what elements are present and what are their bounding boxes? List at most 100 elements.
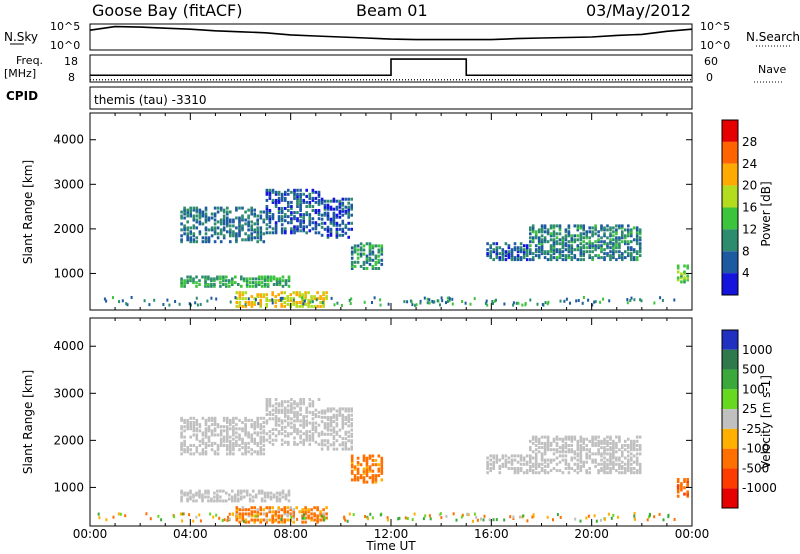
range-cell xyxy=(326,207,330,211)
range-cell xyxy=(609,437,612,441)
range-cell xyxy=(555,250,559,254)
range-cell xyxy=(603,252,606,256)
ground-scatter-cell xyxy=(439,512,442,516)
range-cell xyxy=(251,284,255,288)
range-cell xyxy=(265,299,268,302)
range-cell xyxy=(304,512,307,516)
ground-scatter-cell xyxy=(426,297,429,301)
range-cell xyxy=(510,258,514,262)
range-cell xyxy=(525,250,529,254)
ground-scatter-cell xyxy=(398,516,401,520)
range-cell xyxy=(350,418,353,421)
range-cell xyxy=(332,215,336,219)
range-cell xyxy=(207,416,211,420)
range-cell xyxy=(192,208,196,212)
range-cell xyxy=(268,299,271,302)
range-cell xyxy=(213,499,216,503)
range-cell xyxy=(311,423,315,427)
cpid-label: CPID xyxy=(6,89,38,103)
range-cell xyxy=(234,497,237,501)
range-cell xyxy=(335,221,339,225)
range-cell xyxy=(259,448,263,452)
range-cell xyxy=(226,212,229,216)
range-cell xyxy=(676,488,680,492)
range-cell xyxy=(618,435,621,439)
range-cell xyxy=(284,213,287,217)
range-cell xyxy=(635,242,639,246)
range-cell xyxy=(344,430,348,434)
range-cell xyxy=(231,497,234,501)
range-cell xyxy=(332,211,336,215)
range-cell xyxy=(350,213,353,217)
range-cell xyxy=(537,256,541,260)
range-cell xyxy=(247,224,250,228)
range-cell xyxy=(615,462,618,466)
range-cell xyxy=(248,284,252,288)
range-cell xyxy=(513,242,517,246)
range-cell xyxy=(301,304,304,308)
range-cell xyxy=(183,441,186,445)
range-cell xyxy=(280,215,284,219)
range-cell xyxy=(609,456,612,460)
range-cell xyxy=(186,238,189,242)
power-colorbar-label: Power [dB] xyxy=(759,181,773,246)
range-cell xyxy=(603,464,606,468)
range-cell xyxy=(247,450,250,454)
range-cell xyxy=(204,441,208,445)
range-cell xyxy=(298,295,301,299)
range-cell xyxy=(204,236,208,240)
range-cell xyxy=(238,433,241,437)
range-cell xyxy=(183,444,186,447)
range-cell xyxy=(262,444,266,447)
range-cell xyxy=(316,508,319,512)
range-cell xyxy=(564,467,568,470)
range-cell xyxy=(241,216,244,220)
range-cell xyxy=(380,248,384,252)
range-cell xyxy=(635,471,639,475)
range-cell xyxy=(216,423,220,427)
ground-scatter-cell xyxy=(149,517,152,521)
range-cell xyxy=(302,200,305,204)
range-cell xyxy=(615,236,618,240)
range-cell xyxy=(325,512,328,516)
range-cell xyxy=(213,427,217,431)
range-cell xyxy=(183,450,186,454)
range-cell xyxy=(683,264,686,268)
ground-scatter-cell xyxy=(303,513,305,517)
range-cell xyxy=(241,437,244,441)
range-cell xyxy=(314,421,318,425)
range-cell xyxy=(204,275,207,279)
range-cell xyxy=(537,254,541,258)
range-cell xyxy=(683,492,686,496)
ground-scatter-cell xyxy=(387,302,390,306)
ground-scatter-cell xyxy=(181,519,184,523)
range-cell xyxy=(332,428,336,432)
range-cell xyxy=(222,222,226,226)
range-cell xyxy=(507,244,511,248)
range-cell xyxy=(198,216,202,220)
range-cell xyxy=(210,433,214,437)
range-cell xyxy=(277,404,281,408)
range-cell xyxy=(359,248,363,252)
range-cell xyxy=(486,456,489,460)
range-cell xyxy=(555,258,559,262)
range-cell xyxy=(534,248,538,252)
range-cell xyxy=(262,220,266,224)
range-cell xyxy=(269,491,273,495)
range-cell xyxy=(250,212,253,216)
range-cell xyxy=(189,452,192,456)
range-cell xyxy=(277,198,281,202)
range-cell xyxy=(235,416,238,420)
range-cell xyxy=(603,471,606,475)
range-cell xyxy=(186,427,189,431)
range-cell xyxy=(207,277,210,281)
range-cell xyxy=(268,430,272,434)
range-cell xyxy=(280,404,284,408)
range-cell xyxy=(231,489,234,493)
range-cell xyxy=(262,416,266,420)
range-cell xyxy=(567,467,571,470)
range-cell xyxy=(192,433,196,437)
range-cell xyxy=(186,226,189,230)
range-cell xyxy=(305,419,308,423)
